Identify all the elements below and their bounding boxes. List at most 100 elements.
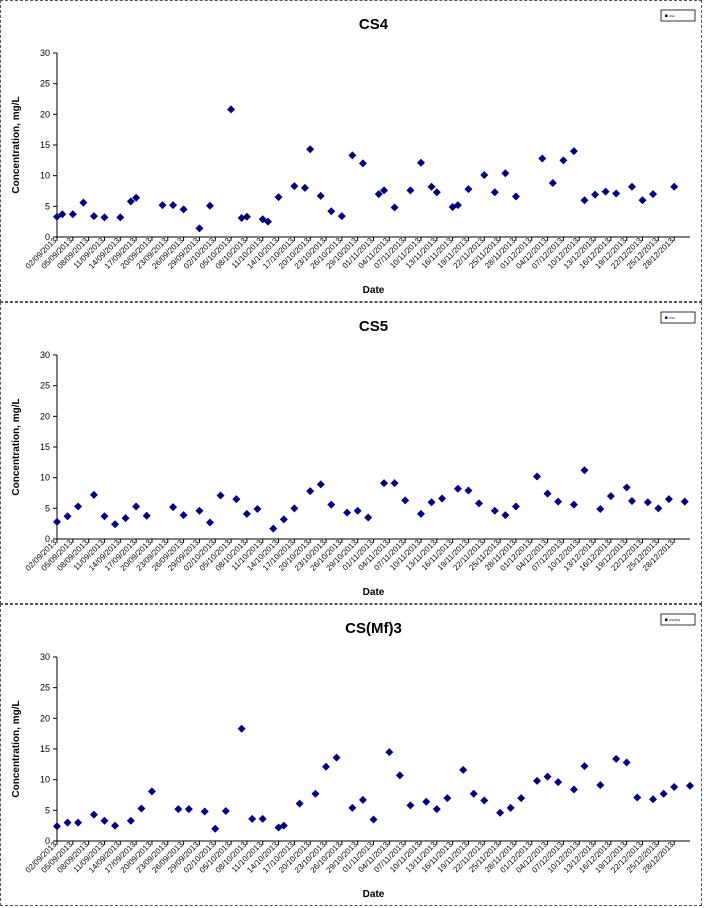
data-point xyxy=(686,781,694,790)
data-point xyxy=(627,182,636,191)
data-point xyxy=(111,821,120,830)
data-point xyxy=(63,818,72,827)
y-tick-label: 10 xyxy=(40,473,50,483)
data-point xyxy=(475,499,483,508)
data-point xyxy=(533,472,542,481)
chart-cs5-svg: CS5 CS505101520253002/09/201305/09/201308… xyxy=(11,311,696,598)
data-point xyxy=(242,509,251,518)
data-point xyxy=(248,814,257,823)
data-point xyxy=(606,492,615,501)
data-point xyxy=(548,179,557,188)
data-point xyxy=(121,514,130,523)
data-point xyxy=(358,795,367,804)
data-point xyxy=(274,823,283,832)
y-tick-label: 20 xyxy=(40,411,50,421)
data-point xyxy=(316,191,325,200)
data-point xyxy=(279,821,288,830)
data-point xyxy=(659,789,668,798)
data-point xyxy=(633,793,642,802)
chart-csmf3-svg: CS(Mf)3 CS(Mf)305101520253002/09/201305/0… xyxy=(11,613,696,900)
legend-box xyxy=(660,613,696,626)
data-point xyxy=(53,517,61,526)
legend: CS(Mf)3 xyxy=(660,613,696,626)
data-point xyxy=(290,182,299,191)
data-point xyxy=(311,789,320,798)
data-point xyxy=(480,171,489,180)
data-point xyxy=(327,500,336,509)
data-point xyxy=(670,783,679,792)
data-point xyxy=(654,504,663,513)
data-point xyxy=(612,189,621,198)
data-point xyxy=(453,201,462,210)
data-point xyxy=(179,205,188,214)
data-point xyxy=(79,198,88,207)
data-point xyxy=(443,794,452,803)
data-point xyxy=(432,805,441,814)
data-point xyxy=(596,504,605,513)
data-point xyxy=(385,748,394,757)
data-point xyxy=(237,213,246,222)
data-point xyxy=(501,511,510,520)
data-point xyxy=(622,758,631,767)
y-tick-label: 25 xyxy=(40,683,50,693)
data-point xyxy=(295,799,304,808)
data-point xyxy=(63,512,72,521)
y-tick-label: 10 xyxy=(40,775,50,785)
y-tick-label: 5 xyxy=(45,201,50,211)
data-point xyxy=(543,489,552,498)
legend: CS5 xyxy=(660,311,696,324)
data-point xyxy=(380,479,389,488)
data-point xyxy=(506,803,515,812)
y-tick-label: 30 xyxy=(40,48,50,58)
data-point xyxy=(221,806,230,815)
data-point xyxy=(533,776,542,785)
data-point xyxy=(126,816,135,825)
data-point xyxy=(543,772,552,781)
data-point xyxy=(232,495,241,504)
y-tick-label: 15 xyxy=(40,744,50,754)
data-point xyxy=(427,182,436,191)
y-tick-label: 25 xyxy=(40,79,50,89)
data-point xyxy=(89,212,98,221)
data-point xyxy=(169,503,178,512)
data-point xyxy=(559,156,568,165)
legend-marker xyxy=(665,618,668,621)
x-axis-label: Date xyxy=(363,285,385,296)
data-point xyxy=(406,801,415,810)
data-point xyxy=(332,753,341,762)
legend-marker xyxy=(665,316,668,319)
data-point xyxy=(390,479,399,488)
data-point xyxy=(348,803,357,812)
data-point xyxy=(195,506,204,515)
data-point xyxy=(538,154,547,163)
y-tick-label: 10 xyxy=(40,171,50,181)
data-point xyxy=(390,203,399,212)
data-point xyxy=(490,506,499,515)
data-point xyxy=(464,486,473,495)
x-axis-label: Date xyxy=(363,587,385,598)
y-tick-label: 25 xyxy=(40,381,50,391)
chart-panel-cs4: CS4 CS4 0 5 10 15 20 25 30 02/09/2013 05/09/2013 08… xyxy=(0,0,702,302)
legend-box xyxy=(660,311,696,324)
data-point xyxy=(174,805,183,814)
data-point xyxy=(205,201,214,210)
x-axis-label: Date xyxy=(363,889,385,900)
data-point xyxy=(638,196,647,205)
data-point xyxy=(337,212,346,221)
data-point xyxy=(300,183,309,192)
data-point xyxy=(316,480,325,489)
data-point xyxy=(580,466,589,475)
data-point xyxy=(380,186,389,195)
data-point xyxy=(612,754,621,763)
data-point xyxy=(395,771,404,780)
y-tick-label: 30 xyxy=(40,652,50,662)
data-point xyxy=(169,201,178,210)
chart-cs4-svg: CS4 CS405101520253002/09/201305/09/201308… xyxy=(11,9,696,296)
data-point xyxy=(348,151,357,160)
data-point xyxy=(200,807,209,816)
data-point xyxy=(480,796,489,805)
data-point xyxy=(306,145,315,154)
legend-box xyxy=(660,9,696,22)
y-tick-label: 5 xyxy=(45,805,50,815)
data-point xyxy=(74,818,83,827)
